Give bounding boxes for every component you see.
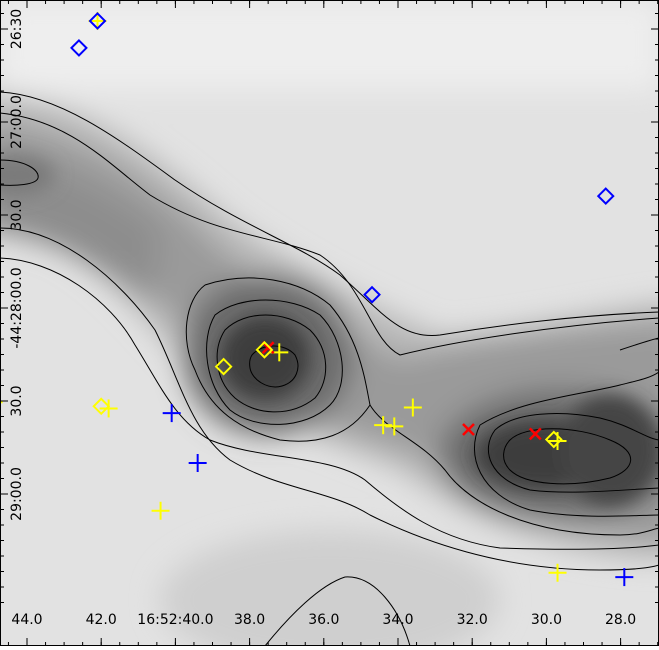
x-tick-label: 38.0 (234, 612, 265, 628)
contour-line (0, 91, 659, 337)
contour-line (185, 277, 659, 536)
y-tick-label: 30.0 (9, 385, 25, 416)
y-tick-label: -44:28:00.0 (9, 267, 25, 348)
yellow-plus-marker (385, 417, 404, 436)
contour-line (216, 314, 327, 413)
yellow-diamond-marker (544, 430, 563, 449)
blue-plus-marker (188, 454, 207, 472)
yellow-diamond-marker (255, 340, 274, 359)
yellow-plus-marker (88, 11, 107, 30)
contour-line (249, 345, 299, 388)
x-tick-label: 42.0 (86, 612, 117, 628)
x-tick-label: 30.0 (531, 612, 562, 628)
y-tick-label: 26:30 (9, 9, 25, 49)
yellow-plus-marker (548, 563, 567, 582)
blue-plus-marker (162, 404, 181, 423)
contour-line (206, 299, 343, 425)
contour-line (473, 371, 659, 517)
yellow-plus-marker (403, 398, 422, 417)
x-tick-labels: 44.0 42.0 16:52:40.0 38.0 36.0 34.0 32.0 30.0 28… (11, 612, 636, 628)
contour-line (0, 257, 659, 550)
yellow-diamond-marker (92, 397, 111, 416)
y-tick-label: 29:00.0 (9, 467, 25, 521)
x-tick-label: 16:52:40.0 (137, 612, 213, 628)
yellow-diamond-marker (214, 357, 233, 376)
red-x-marker (462, 423, 475, 436)
contour-line (503, 428, 632, 485)
contour-lines (0, 91, 659, 646)
contour-line (487, 413, 659, 493)
blue-diamond-marker (70, 38, 88, 57)
blue-diamond-marker (363, 285, 381, 304)
x-tick-label: 44.0 (11, 612, 42, 628)
yellow-plus-marker (99, 399, 118, 418)
red-x-marker (528, 427, 542, 441)
x-tick-label: 36.0 (308, 612, 339, 628)
contour-line (0, 227, 659, 571)
x-tick-label: 28.0 (605, 612, 636, 628)
contour-line (0, 112, 659, 356)
blue-diamond-marker (88, 12, 107, 30)
y-tick-label: 30.0 (9, 199, 25, 230)
yellow-plus-marker (374, 416, 393, 435)
yellow-plus-marker (151, 501, 170, 520)
x-tick-label: 34.0 (382, 612, 413, 628)
y-tick-labels: 26:30 27:00.0 30.0 -44:28:00.0 30.0 29:00.0 (9, 9, 25, 521)
y-tick-label: 27:00.0 (9, 95, 25, 149)
contour-line (264, 576, 411, 646)
blue-diamond-marker (596, 187, 615, 206)
x-tick-label: 32.0 (457, 612, 488, 628)
blue-plus-marker (615, 568, 634, 587)
contour-line (0, 159, 39, 186)
source-markers (0, 11, 634, 587)
